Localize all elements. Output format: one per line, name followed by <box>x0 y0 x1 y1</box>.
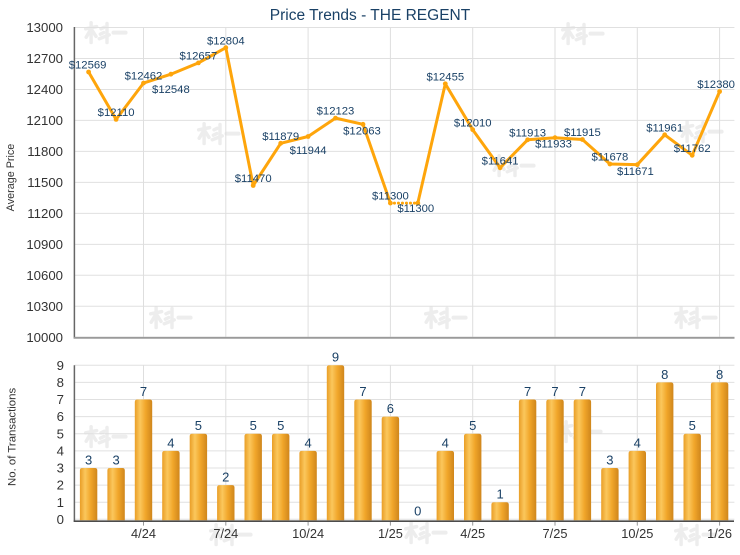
svg-text:$11470: $11470 <box>235 173 272 185</box>
svg-text:7: 7 <box>57 392 64 407</box>
svg-text:$12380: $12380 <box>697 79 735 91</box>
svg-text:3: 3 <box>606 452 613 467</box>
svg-text:7: 7 <box>359 384 366 399</box>
svg-text:$11915: $11915 <box>564 127 601 139</box>
svg-text:5: 5 <box>250 418 257 433</box>
svg-text:$11678: $11678 <box>591 152 628 164</box>
svg-text:7: 7 <box>524 384 531 399</box>
svg-text:12100: 12100 <box>26 113 63 128</box>
svg-text:1: 1 <box>496 487 503 502</box>
svg-text:10/24: 10/24 <box>292 526 324 541</box>
svg-text:$12569: $12569 <box>69 60 107 72</box>
svg-text:3: 3 <box>57 461 64 476</box>
svg-text:$11961: $11961 <box>646 122 683 134</box>
svg-text:6: 6 <box>387 401 394 416</box>
svg-text:Price Trends - THE REGENT: Price Trends - THE REGENT <box>270 7 471 24</box>
svg-text:9: 9 <box>332 350 339 365</box>
svg-text:$11300: $11300 <box>397 203 434 215</box>
svg-text:4: 4 <box>442 435 449 450</box>
svg-text:11800: 11800 <box>27 144 63 159</box>
svg-text:9: 9 <box>57 358 64 373</box>
svg-text:11500: 11500 <box>27 175 63 190</box>
svg-text:8: 8 <box>57 375 64 390</box>
svg-text:5: 5 <box>277 418 284 433</box>
svg-text:$11879: $11879 <box>262 131 299 143</box>
svg-text:10/25: 10/25 <box>621 526 653 541</box>
svg-text:0: 0 <box>57 512 64 527</box>
svg-text:1/26: 1/26 <box>707 526 732 541</box>
svg-text:11200: 11200 <box>27 206 63 221</box>
svg-text:5: 5 <box>195 418 202 433</box>
svg-text:$11641: $11641 <box>482 155 519 167</box>
svg-text:$12548: $12548 <box>152 84 190 96</box>
svg-text:10600: 10600 <box>26 268 63 283</box>
svg-text:$11933: $11933 <box>535 138 572 150</box>
svg-text:$12110: $12110 <box>98 107 135 119</box>
svg-text:10300: 10300 <box>26 299 63 314</box>
svg-text:4: 4 <box>167 435 174 450</box>
svg-text:$12010: $12010 <box>454 117 492 129</box>
svg-text:7: 7 <box>551 384 558 399</box>
svg-text:$12462: $12462 <box>125 71 163 83</box>
svg-text:4: 4 <box>634 435 641 450</box>
svg-text:$11944: $11944 <box>290 145 327 157</box>
svg-text:7/25: 7/25 <box>543 526 568 541</box>
svg-text:7/24: 7/24 <box>213 526 238 541</box>
svg-text:$12657: $12657 <box>180 51 218 63</box>
svg-text:7: 7 <box>140 384 147 399</box>
svg-text:No. of Transactions: No. of Transactions <box>7 388 19 486</box>
svg-text:5: 5 <box>57 426 64 441</box>
svg-text:3: 3 <box>85 452 92 467</box>
svg-text:3: 3 <box>112 452 119 467</box>
svg-text:4: 4 <box>304 435 311 450</box>
svg-text:2: 2 <box>57 478 64 493</box>
svg-text:$11671: $11671 <box>617 166 654 178</box>
svg-text:0: 0 <box>414 504 421 519</box>
svg-text:6: 6 <box>57 409 64 424</box>
svg-text:5: 5 <box>689 418 696 433</box>
svg-text:$11913: $11913 <box>509 127 546 139</box>
svg-text:$12123: $12123 <box>317 106 355 118</box>
svg-text:$12455: $12455 <box>426 71 464 83</box>
svg-text:4/25: 4/25 <box>460 526 485 541</box>
svg-text:1: 1 <box>57 495 64 510</box>
svg-text:8: 8 <box>661 367 668 382</box>
svg-text:4: 4 <box>57 444 64 459</box>
svg-text:$11300: $11300 <box>372 191 409 203</box>
svg-text:12700: 12700 <box>26 51 63 66</box>
svg-text:10900: 10900 <box>26 237 63 252</box>
svg-text:4/24: 4/24 <box>131 526 156 541</box>
svg-text:8: 8 <box>716 367 723 382</box>
svg-text:$12804: $12804 <box>207 35 245 47</box>
svg-text:1/25: 1/25 <box>378 526 403 541</box>
svg-text:2: 2 <box>222 470 229 485</box>
svg-text:Average Price: Average Price <box>5 144 17 212</box>
svg-text:5: 5 <box>469 418 476 433</box>
svg-text:10000: 10000 <box>26 330 63 345</box>
svg-text:12400: 12400 <box>26 82 63 97</box>
svg-text:$12063: $12063 <box>343 125 381 137</box>
svg-text:7: 7 <box>579 384 586 399</box>
svg-text:13000: 13000 <box>26 20 63 35</box>
svg-text:$11762: $11762 <box>674 143 711 155</box>
